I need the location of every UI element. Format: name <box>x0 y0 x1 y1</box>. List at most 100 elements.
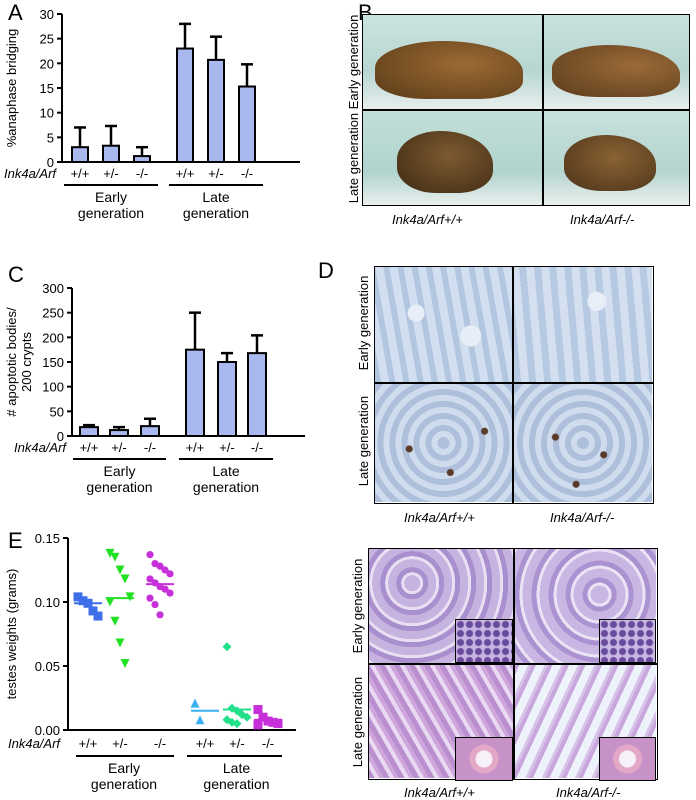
genotype-label: +/+ <box>176 166 195 181</box>
data-point <box>105 548 115 558</box>
data-point <box>73 592 83 602</box>
panel-d-row2-label: Late generation <box>356 395 371 487</box>
bar <box>247 352 267 437</box>
panel-e-chart: 0.00 0.05 0.10 0.15 testes weights (grams) In… <box>4 531 296 792</box>
y-tick-label: 30 <box>40 7 54 22</box>
group-label: generation <box>183 205 249 221</box>
data-point <box>166 570 174 578</box>
panel-b-row1-label: Early generation <box>346 14 361 110</box>
genotype-label: -/- <box>262 736 274 751</box>
data-point <box>156 611 164 619</box>
mouse-photo-late-ko <box>544 111 689 205</box>
genotype-label: +/- <box>229 736 245 751</box>
y-tick-label: 50 <box>50 404 64 419</box>
data-point <box>88 606 98 616</box>
genotype-label: +/- <box>219 440 235 455</box>
histology-d-early-wt <box>375 267 512 382</box>
genotype-label: +/+ <box>80 440 99 455</box>
data-point <box>232 719 242 729</box>
inset-late-ko <box>599 737 656 781</box>
data-point <box>237 710 247 720</box>
bar <box>176 47 194 163</box>
mouse-photo-late-wt <box>363 111 542 205</box>
genotype-label: -/- <box>136 166 148 181</box>
genotype-label: +/- <box>111 440 127 455</box>
grid-divider <box>363 109 689 111</box>
data-point <box>161 585 169 593</box>
data-point <box>115 638 125 648</box>
data-point <box>115 565 125 575</box>
y-tick-label: 250 <box>42 306 64 321</box>
inset-late-wt <box>455 737 513 781</box>
row-label: Ink4a/Arf <box>8 736 61 751</box>
group-label: Late <box>223 760 250 776</box>
data-point <box>268 717 278 727</box>
y-tick-label: 300 <box>42 281 64 296</box>
data-point <box>273 719 283 729</box>
data-point <box>263 716 273 726</box>
y-tick-label: 0.00 <box>35 723 60 738</box>
histology-d-late-ko <box>514 384 652 502</box>
histology-grid-f <box>368 548 658 781</box>
panel-a-letter: A <box>8 0 23 25</box>
mouse-body <box>552 45 680 97</box>
panel-c-chart: 0 50 100 150 200 250 300 # apoptotic bodies/200… <box>4 281 305 495</box>
y-tick-label: 0.10 <box>35 595 60 610</box>
histology-d-late-wt <box>375 384 512 502</box>
panel-c-letter: C <box>8 262 24 287</box>
data-point <box>222 715 232 725</box>
data-point <box>146 594 154 602</box>
data-point <box>146 575 154 583</box>
y-tick-label: 100 <box>42 380 64 395</box>
group-label: Late <box>212 463 239 479</box>
panel-b-col1-label: Ink4a/Arf+/+ <box>392 212 463 227</box>
inset-early-wt <box>455 619 513 663</box>
data-point <box>195 715 205 725</box>
panel-a-chart: 0 5 10 15 20 25 30 %anaphase bridging Ink4a/Arf +… <box>4 7 300 221</box>
y-axis-label: # apoptotic bodies/ <box>4 307 19 417</box>
panel-d-col1-label: Ink4a/Arf+/+ <box>404 510 475 525</box>
genotype-label: +/+ <box>196 736 215 751</box>
genotype-label: +/+ <box>186 440 205 455</box>
y-tick-label: 150 <box>42 355 64 370</box>
data-point <box>120 658 130 668</box>
panel-b-col2-label: Ink4a/Arf-/- <box>570 212 635 227</box>
group-label: generation <box>91 776 157 792</box>
genotype-label: -/- <box>251 440 263 455</box>
panel-f-row1-label: Early generation <box>350 558 365 654</box>
bar <box>217 361 237 437</box>
row-label: Ink4a/Arf <box>4 166 57 181</box>
data-point <box>161 566 169 574</box>
group-label: generation <box>193 479 259 495</box>
panel-f-col1-label: Ink4a/Arf+/+ <box>404 785 475 800</box>
mouse-photo-early-wt <box>363 15 542 109</box>
row-label: Ink4a/Arf <box>14 440 67 455</box>
histology-d-early-ko <box>514 267 652 382</box>
data-point <box>151 600 159 609</box>
grid-divider <box>369 663 657 665</box>
y-axis-label: testes weights (grams) <box>4 569 19 700</box>
panel-b-row2-label: Late generation <box>346 112 361 204</box>
genotype-label: +/+ <box>79 736 98 751</box>
genotype-label: +/- <box>208 166 224 181</box>
data-point <box>258 712 268 722</box>
group-label: Early <box>104 463 136 479</box>
data-point <box>190 698 200 708</box>
panel-d-letter: D <box>318 258 334 283</box>
bar <box>140 425 160 437</box>
bar <box>109 429 129 438</box>
y-tick-label: 0.15 <box>35 531 60 546</box>
bar <box>207 58 225 164</box>
y-tick-label: 15 <box>40 81 54 96</box>
mouse-body <box>397 131 493 193</box>
genotype-label: -/- <box>144 440 156 455</box>
group-label: Early <box>95 189 127 205</box>
data-point <box>146 551 154 559</box>
genotype-label: +/- <box>103 166 119 181</box>
data-point <box>166 589 174 597</box>
y-axis-label: 200 crypts <box>19 332 34 392</box>
panel-e-letter: E <box>8 528 23 553</box>
y-tick-label: 10 <box>40 106 54 121</box>
data-point <box>110 616 120 626</box>
group-label: generation <box>86 479 152 495</box>
